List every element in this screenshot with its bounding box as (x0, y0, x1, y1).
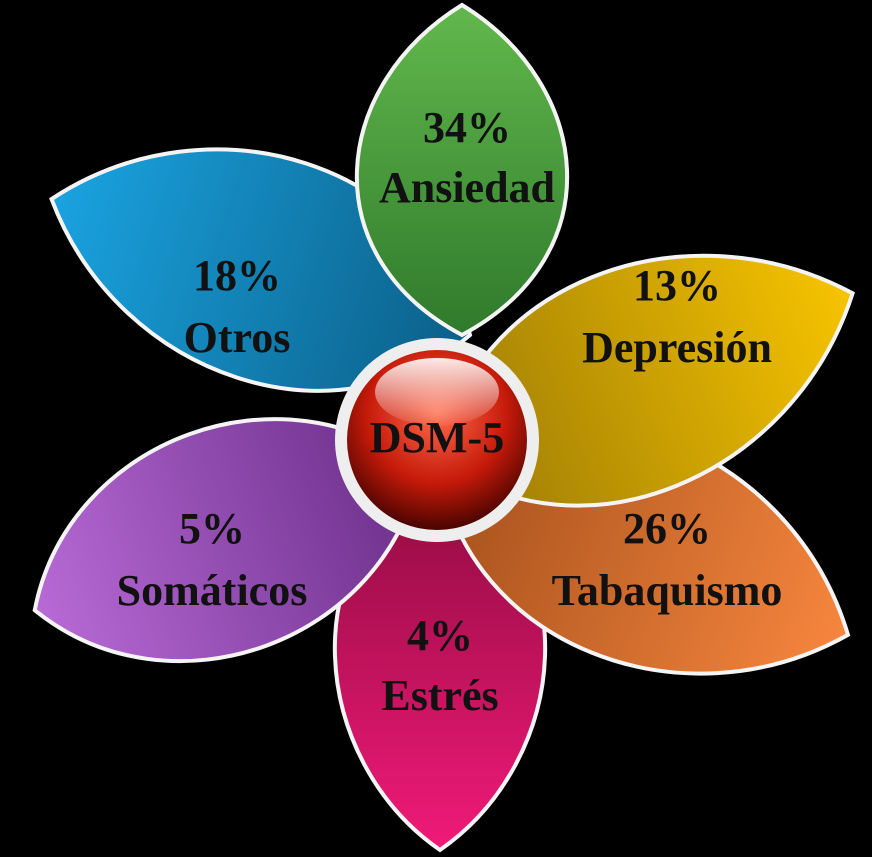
petal-percent: 13% (633, 261, 721, 310)
petal-label: Estrés (381, 671, 498, 720)
petal-percent: 26% (623, 504, 711, 553)
petal-label: Tabaquismo (552, 566, 783, 615)
petal-percent: 5% (179, 504, 245, 553)
petal-label: Somáticos (117, 566, 308, 615)
center-label: DSM-5 (370, 413, 504, 462)
petal-percent: 18% (193, 251, 281, 300)
petal-percent: 34% (423, 103, 511, 152)
petal-label: Otros (184, 313, 291, 362)
flower-diagram: DSM-5 34% Ansiedad 13% Depresión 26% Tab… (0, 0, 872, 857)
petal-percent: 4% (407, 611, 473, 660)
petal-label: Depresión (582, 323, 772, 372)
petal-label: Ansiedad (379, 163, 555, 212)
